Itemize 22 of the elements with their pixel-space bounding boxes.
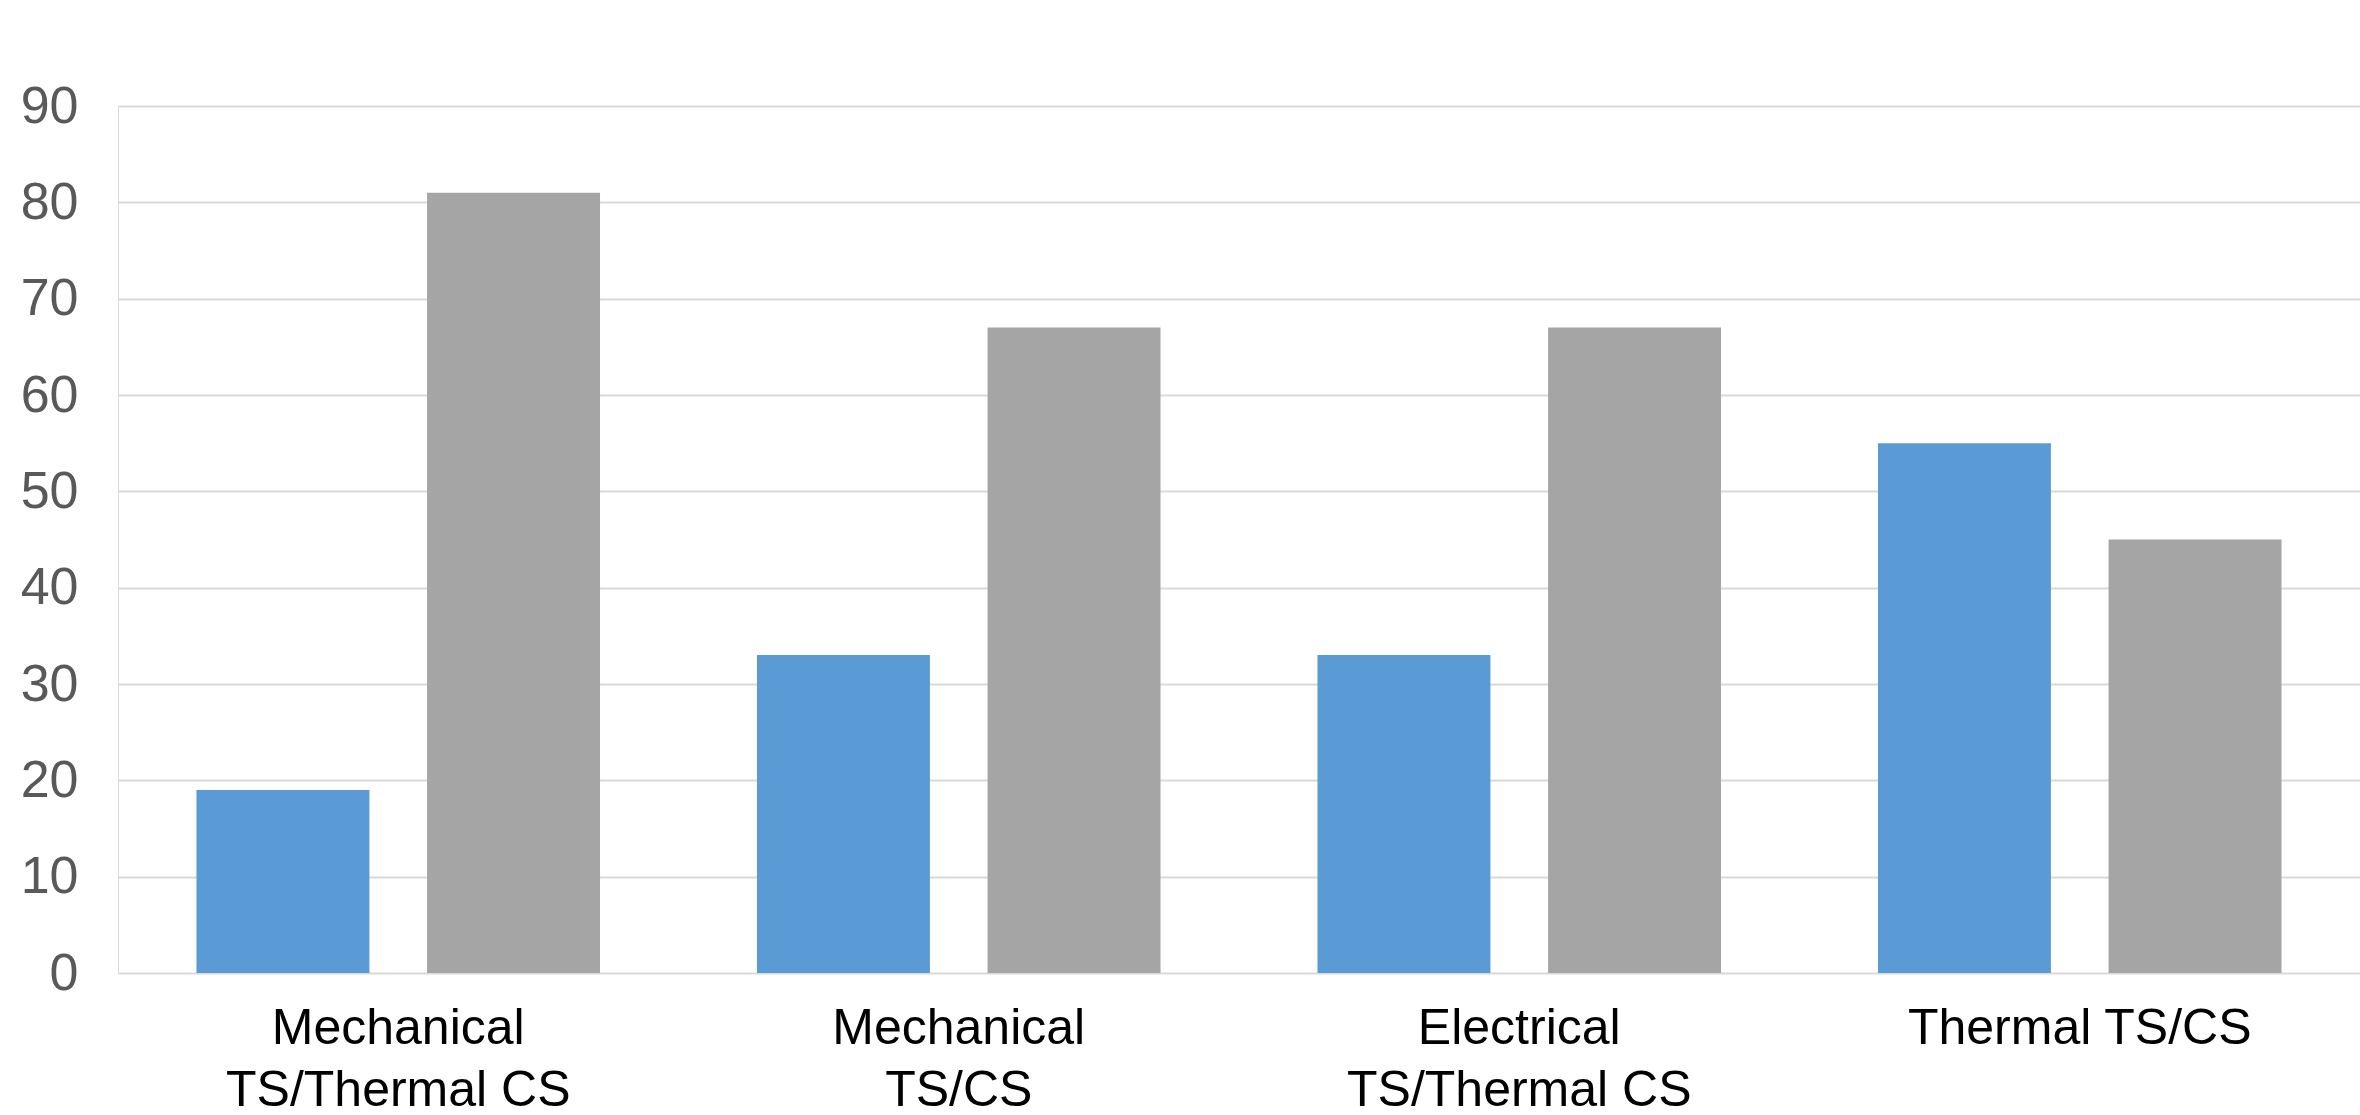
y-tick-label: 0 (49, 942, 79, 1001)
x-tick-label: Thermal TS/CS (1907, 998, 2252, 1055)
bar (1548, 327, 1722, 973)
y-tick-label: 80 (20, 171, 79, 230)
bar (1317, 655, 1491, 973)
y-tick-label: 40 (20, 557, 79, 616)
y-tick-label: 70 (20, 268, 79, 327)
x-tick-label: Mechanical TS/Thermal CS (225, 998, 571, 1115)
x-tick-label: Electrical TS/Thermal CS (1346, 998, 1692, 1115)
bar (2108, 539, 2282, 973)
bar (987, 327, 1161, 973)
y-tick-label: 10 (20, 846, 79, 905)
bar (196, 789, 370, 973)
y-tick-label: 90 (20, 75, 79, 134)
y-tick-label: 50 (20, 460, 79, 519)
y-tick-label: 30 (20, 653, 79, 712)
bar (756, 655, 930, 973)
y-tick-label: 60 (20, 364, 79, 423)
bar (427, 192, 601, 973)
y-tick-label: 20 (20, 749, 79, 808)
bar (1877, 443, 2051, 973)
x-tick-label: Mechanical TS/CS (832, 998, 1086, 1115)
